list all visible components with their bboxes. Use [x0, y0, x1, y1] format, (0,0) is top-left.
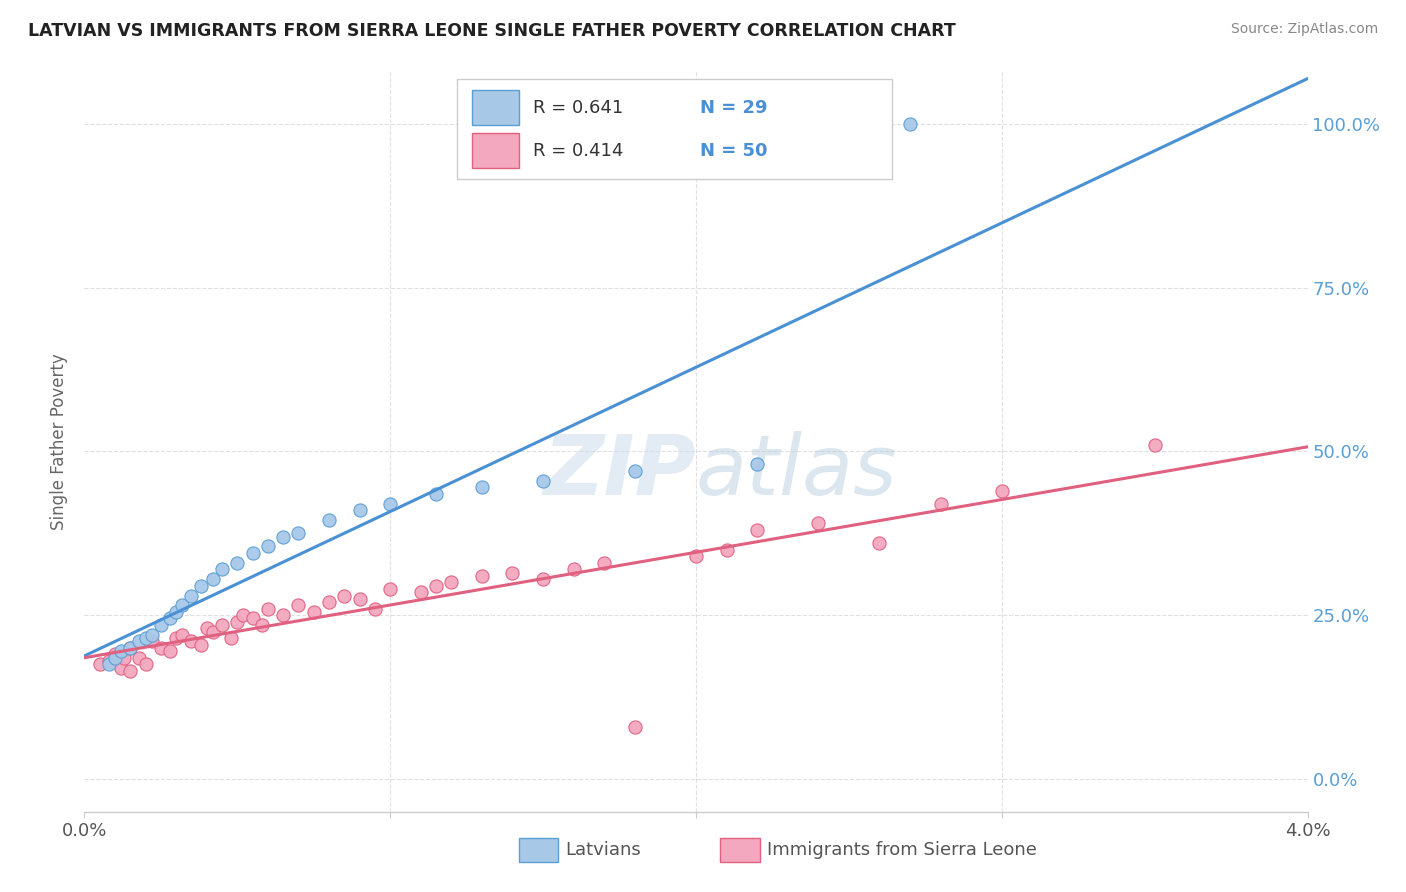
Point [257, 540, 280, 554]
Point [180, 634, 202, 648]
Point [869, 536, 891, 550]
Point [409, 585, 432, 599]
Point [364, 601, 387, 615]
Text: Latvians: Latvians [565, 841, 641, 859]
Point [219, 631, 242, 645]
Point [271, 608, 294, 623]
Point [97, 654, 120, 668]
Text: ZIP: ZIP [543, 431, 696, 512]
Point [211, 562, 233, 576]
Point [172, 599, 194, 613]
Point [898, 117, 921, 131]
Point [562, 562, 585, 576]
Point [112, 650, 135, 665]
Point [318, 595, 340, 609]
Point [349, 503, 371, 517]
Point [135, 631, 157, 645]
Point [190, 638, 212, 652]
Point [440, 575, 463, 590]
Point [685, 549, 707, 564]
Text: atlas: atlas [696, 431, 897, 512]
Point [201, 572, 224, 586]
Point [141, 634, 163, 648]
FancyBboxPatch shape [472, 90, 519, 126]
FancyBboxPatch shape [457, 78, 891, 178]
Point [120, 664, 142, 678]
Point [110, 660, 132, 674]
Point [1143, 438, 1166, 452]
Point [165, 631, 187, 645]
Point [226, 615, 249, 629]
Point [141, 628, 163, 642]
Point [747, 523, 769, 537]
Point [502, 566, 524, 580]
Point [287, 526, 309, 541]
Point [149, 618, 172, 632]
Point [190, 579, 212, 593]
Point [135, 657, 157, 672]
Point [531, 474, 554, 488]
Point [593, 556, 616, 570]
Point [128, 650, 150, 665]
Point [165, 605, 187, 619]
Point [172, 628, 194, 642]
Point [333, 589, 356, 603]
Text: Source: ZipAtlas.com: Source: ZipAtlas.com [1230, 22, 1378, 37]
Text: R = 0.641: R = 0.641 [533, 99, 623, 117]
Point [159, 611, 181, 625]
Point [149, 640, 172, 655]
Point [624, 464, 647, 478]
Point [807, 516, 830, 531]
Point [120, 640, 142, 655]
Text: N = 29: N = 29 [700, 99, 768, 117]
Point [257, 601, 280, 615]
Point [201, 624, 224, 639]
Text: R = 0.414: R = 0.414 [533, 142, 624, 160]
Text: Immigrants from Sierra Leone: Immigrants from Sierra Leone [766, 841, 1036, 859]
Point [97, 657, 120, 672]
Point [716, 542, 738, 557]
Point [242, 546, 264, 560]
FancyBboxPatch shape [519, 838, 558, 862]
Point [110, 644, 132, 658]
Point [89, 657, 111, 672]
Point [991, 483, 1014, 498]
Point [380, 497, 402, 511]
Text: LATVIAN VS IMMIGRANTS FROM SIERRA LEONE SINGLE FATHER POVERTY CORRELATION CHART: LATVIAN VS IMMIGRANTS FROM SIERRA LEONE … [28, 22, 956, 40]
Point [128, 634, 150, 648]
Point [242, 611, 264, 625]
Point [471, 480, 494, 494]
Point [120, 640, 142, 655]
Point [232, 608, 254, 623]
Y-axis label: Single Father Poverty: Single Father Poverty [51, 353, 69, 530]
Point [624, 720, 647, 734]
Point [195, 621, 218, 635]
Point [531, 572, 554, 586]
FancyBboxPatch shape [472, 133, 519, 169]
Point [104, 648, 127, 662]
Point [747, 458, 769, 472]
Text: N = 50: N = 50 [700, 142, 768, 160]
Point [159, 644, 181, 658]
Point [425, 579, 447, 593]
Point [425, 487, 447, 501]
Point [380, 582, 402, 596]
Point [929, 497, 952, 511]
Point [104, 650, 127, 665]
FancyBboxPatch shape [720, 838, 759, 862]
Point [211, 618, 233, 632]
Point [226, 556, 249, 570]
Point [287, 599, 309, 613]
Point [318, 513, 340, 527]
Point [180, 589, 202, 603]
Point [302, 605, 325, 619]
Point [271, 530, 294, 544]
Point [250, 618, 273, 632]
Point [471, 569, 494, 583]
Point [349, 591, 371, 606]
